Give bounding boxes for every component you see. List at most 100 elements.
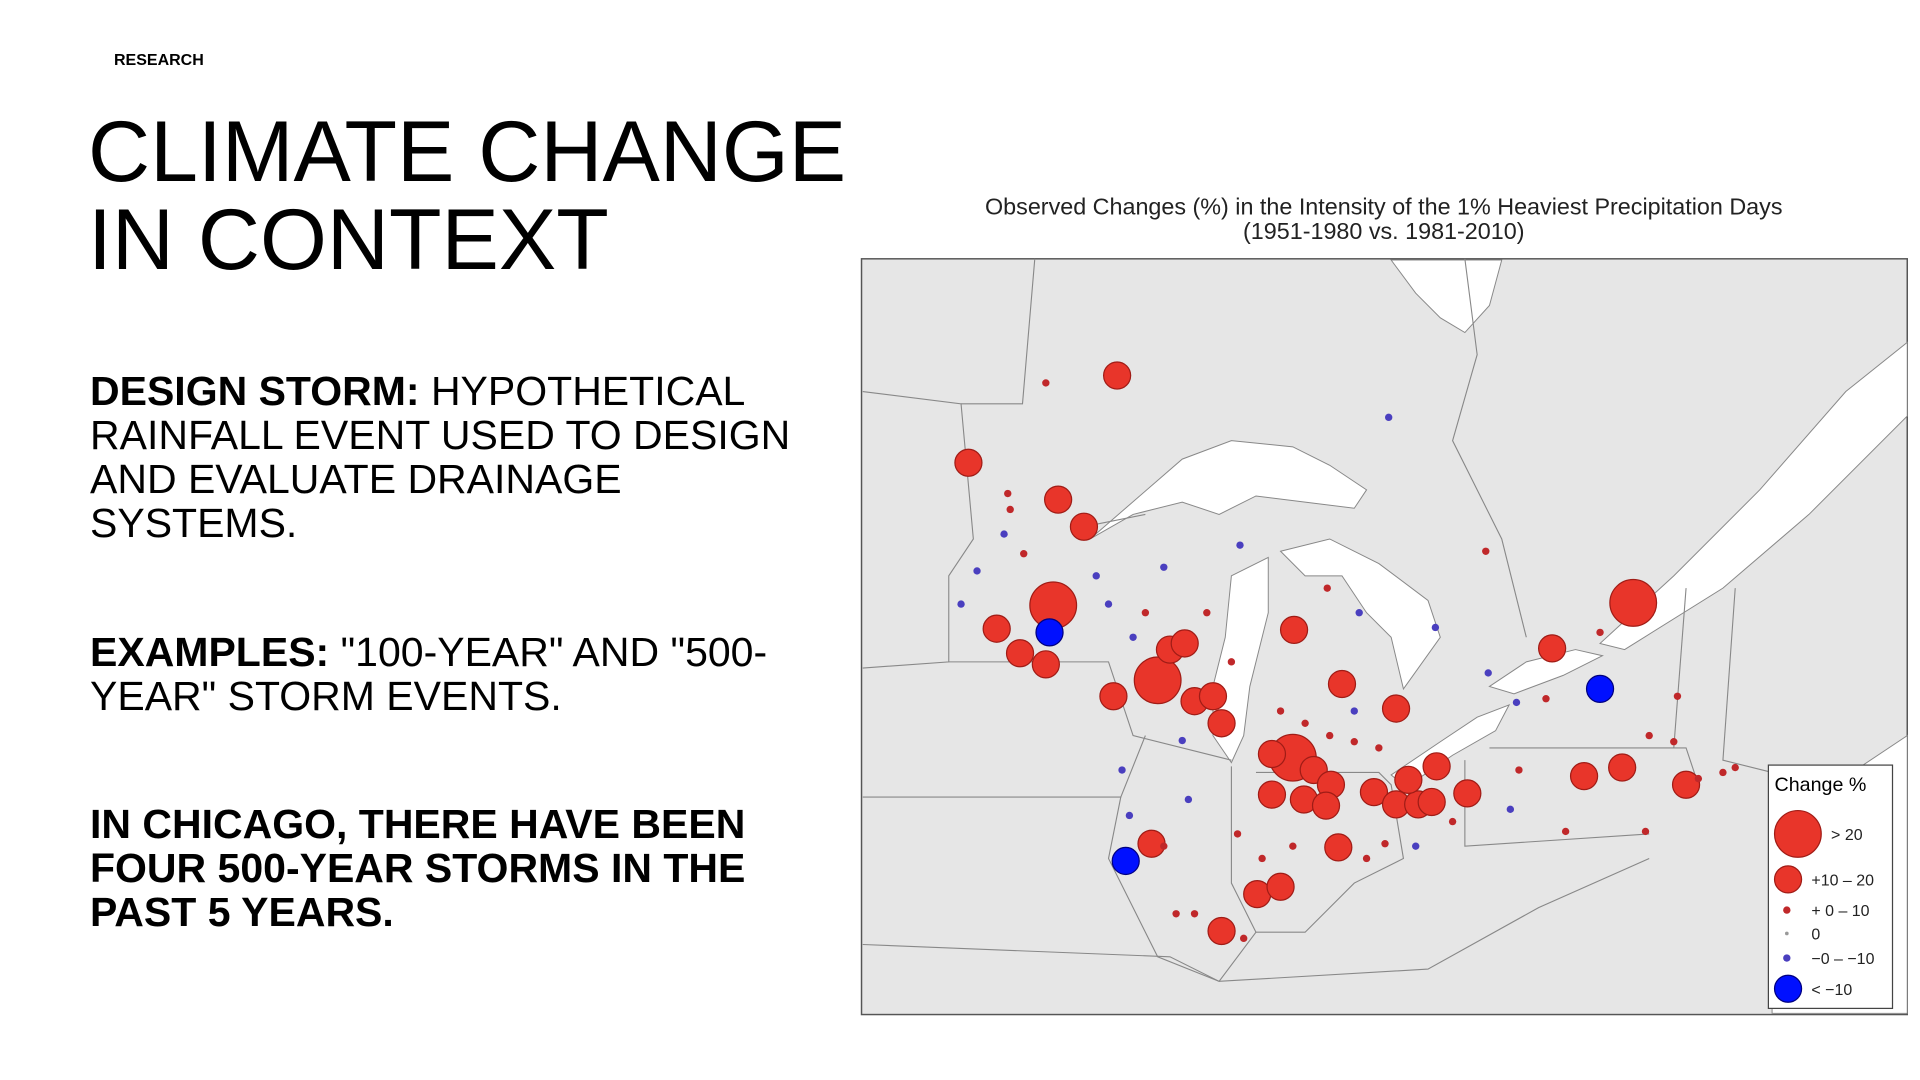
- station-dot: [1324, 833, 1353, 862]
- title-line: CLIMATE CHANGE: [88, 104, 847, 200]
- paragraph: EXAMPLES: "100-YEAR" AND "500-YEAR" STOR…: [90, 630, 810, 718]
- station-dot: [1031, 650, 1060, 679]
- map-figure: Observed Changes (%) in the Intensity of…: [860, 194, 1908, 1016]
- station-dot: [1069, 512, 1099, 541]
- station-dot: [1673, 692, 1682, 700]
- legend-swatch: [1773, 974, 1803, 1003]
- station-dot: [1227, 658, 1236, 666]
- station-dot: [1542, 695, 1550, 703]
- station-dot: [1258, 854, 1266, 863]
- station-dot: [1020, 550, 1028, 558]
- station-dot: [1137, 829, 1166, 858]
- station-dot: [1694, 774, 1703, 783]
- station-dot: [1102, 361, 1132, 390]
- paragraph: IN CHICAGO, THERE HAVE BEEN FOUR 500-YEA…: [90, 801, 746, 935]
- station-dot: [1453, 779, 1482, 808]
- station-dot: [1111, 846, 1140, 876]
- legend-swatch: [1784, 931, 1789, 936]
- station-dot: [1608, 753, 1637, 782]
- station-dot: [1670, 738, 1678, 746]
- station-dot: [1035, 618, 1064, 647]
- station-dot: [1099, 682, 1128, 711]
- station-dot: [1350, 707, 1358, 715]
- station-dot: [1133, 656, 1182, 705]
- station-dot: [1118, 766, 1126, 774]
- legend-label: > 20: [1831, 827, 1863, 844]
- station-dot: [1276, 707, 1285, 715]
- section-label: RESEARCH: [114, 52, 204, 69]
- legend-swatch: [1773, 809, 1822, 858]
- stations: [954, 361, 1739, 946]
- station-dot: [1359, 777, 1389, 807]
- station-dot: [1515, 766, 1523, 774]
- station-dot: [1537, 634, 1567, 663]
- station-dot: [1184, 795, 1193, 804]
- station-dot: [1326, 731, 1334, 740]
- station-dot: [1362, 854, 1371, 863]
- station-dot: [1125, 811, 1134, 820]
- station-dot: [1301, 719, 1309, 727]
- station-dot: [1431, 623, 1440, 632]
- station-dot: [1129, 633, 1137, 641]
- text: "100-YEAR" AND "500-YEAR" STORM EVENTS.: [90, 629, 768, 719]
- station-dot: [1323, 584, 1331, 592]
- station-dot: [1257, 739, 1287, 769]
- station-dot: [1484, 669, 1492, 677]
- station-dot: [1412, 842, 1420, 850]
- station-dot: [1671, 770, 1701, 799]
- lead: DESIGN STORM:: [90, 368, 420, 414]
- station-dot: [1609, 578, 1658, 627]
- station-dot: [1203, 609, 1211, 617]
- station-dot: [1178, 736, 1186, 745]
- station-dot: [1170, 629, 1199, 658]
- station-dot: [1512, 698, 1521, 707]
- station-dot: [1289, 842, 1297, 850]
- station-dot: [1731, 763, 1739, 772]
- map-subtitle: (1951-1980 vs. 1981-2010): [1243, 218, 1524, 244]
- station-dot: [1279, 615, 1309, 645]
- map-title: Observed Changes (%) in the Intensity of…: [985, 194, 1782, 220]
- legend-swatch: [1773, 865, 1803, 894]
- legend-label: < −10: [1811, 982, 1852, 999]
- station-dot: [1160, 563, 1168, 571]
- station-dot: [1719, 768, 1727, 777]
- station-dot: [1141, 609, 1150, 617]
- borders: [862, 258, 1773, 983]
- text: HYPOTHETICAL RAINFALL EVENT USED TO DESI…: [90, 368, 791, 546]
- legend-swatch: [1783, 906, 1791, 914]
- map-frame: [860, 258, 1908, 1016]
- station-dot: [1375, 744, 1383, 752]
- station-dot: [957, 600, 965, 608]
- station-dot: [1104, 600, 1113, 608]
- station-dot: [1004, 489, 1012, 498]
- station-dot: [1381, 840, 1389, 848]
- station-dot: [1381, 694, 1411, 723]
- legend-label: +10 – 20: [1811, 873, 1874, 890]
- station-dot: [1266, 872, 1295, 901]
- title-line: IN CONTEXT: [88, 192, 609, 288]
- paragraph: DESIGN STORM: HYPOTHETICAL RAINFALL EVEN…: [90, 369, 810, 545]
- station-dot: [954, 448, 983, 477]
- station-dot: [973, 567, 981, 575]
- station-dot: [1417, 787, 1446, 817]
- station-dot: [1350, 738, 1358, 746]
- station-dot: [1198, 682, 1228, 711]
- station-dot: [1190, 910, 1199, 918]
- station-dot: [1482, 547, 1490, 555]
- station-dot: [1172, 910, 1180, 918]
- station-dot: [1044, 485, 1073, 514]
- legend-label: 0: [1811, 927, 1820, 944]
- station-dot: [1239, 934, 1248, 943]
- station-dot: [1207, 916, 1236, 946]
- station-dot: [1355, 609, 1363, 617]
- station-dot: [1000, 530, 1008, 538]
- station-dot: [1207, 709, 1236, 738]
- station-dot: [1006, 505, 1014, 514]
- station-dot: [1596, 628, 1604, 637]
- legend-title: Change %: [1775, 774, 1867, 796]
- station-dot: [1327, 669, 1357, 699]
- station-dot: [1422, 752, 1451, 781]
- station-dot: [1042, 379, 1050, 387]
- station-dot: [1569, 762, 1599, 791]
